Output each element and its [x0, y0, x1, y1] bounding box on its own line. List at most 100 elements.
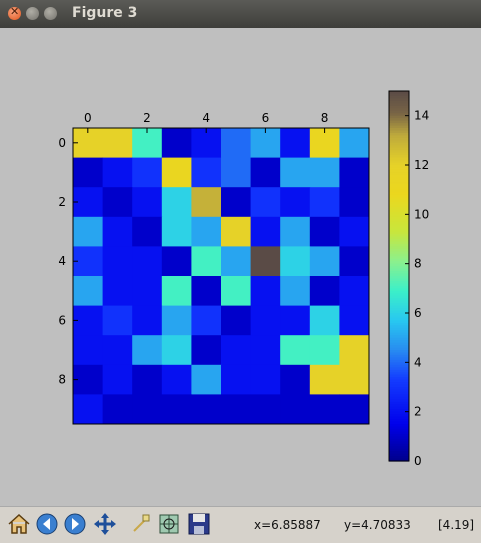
- heatmap-cell: [250, 187, 281, 218]
- heatmap-cell: [309, 364, 340, 395]
- colorbar-segment: [389, 337, 409, 341]
- colorbar-segment: [389, 416, 409, 420]
- x-tick-label: 6: [262, 111, 270, 125]
- colorbar-segment: [389, 98, 409, 102]
- save-icon[interactable]: [186, 511, 212, 537]
- colorbar-segment: [389, 256, 409, 260]
- heatmap-cell: [102, 394, 133, 425]
- y-tick-label: 2: [58, 195, 66, 209]
- heatmap-cell: [161, 276, 192, 307]
- colorbar-segment: [389, 167, 409, 171]
- colorbar-segment: [389, 387, 409, 391]
- colorbar-segment: [389, 105, 409, 109]
- colorbar-segment: [389, 140, 409, 144]
- heatmap-cell: [132, 335, 163, 366]
- heatmap-cell: [132, 128, 163, 159]
- colorbar-segment: [389, 115, 409, 119]
- pan-icon[interactable]: [92, 511, 118, 537]
- heatmap-cell: [221, 187, 252, 218]
- colorbar-segment: [389, 448, 409, 452]
- maximize-icon[interactable]: [44, 7, 57, 20]
- zoom-icon[interactable]: [128, 511, 154, 537]
- colorbar-segment: [389, 399, 409, 403]
- x-tick-label: 8: [321, 111, 329, 125]
- forward-icon[interactable]: [62, 511, 88, 537]
- colorbar-segment: [389, 280, 409, 284]
- colorbar-segment: [389, 103, 409, 107]
- heatmap-cell: [280, 305, 311, 336]
- colorbar-segment: [389, 404, 409, 408]
- colorbar-segment: [389, 406, 409, 410]
- colorbar-segment: [389, 441, 409, 445]
- colorbar-segment: [389, 374, 409, 378]
- heatmap-cell: [339, 187, 370, 218]
- heatmap-cell: [250, 216, 281, 247]
- heatmap-cell: [309, 216, 340, 247]
- colorbar-frame: [388, 90, 410, 462]
- heatmap-cell: [132, 246, 163, 277]
- heatmap-cell: [339, 364, 370, 395]
- heatmap-cell: [191, 157, 222, 188]
- heatmap-cell: [132, 394, 163, 425]
- heatmap-cell: [191, 276, 222, 307]
- heatmap-cell: [73, 128, 104, 159]
- heatmap-cell: [191, 246, 222, 277]
- pixel-value-readout: [4.19]: [438, 518, 475, 532]
- heatmap-cell: [102, 305, 133, 336]
- heatmap-cell: [102, 364, 133, 395]
- colorbar-segment: [389, 128, 409, 132]
- colorbar-segment: [389, 120, 409, 124]
- heatmap-cell: [161, 335, 192, 366]
- heatmap-cell: [250, 246, 281, 277]
- colorbar-segment: [389, 290, 409, 294]
- colorbar-segment: [389, 169, 409, 173]
- colorbar-segment: [389, 298, 409, 302]
- colorbar-segment: [389, 177, 409, 181]
- colorbar-segment: [389, 308, 409, 312]
- heatmap-cell: [339, 246, 370, 277]
- colorbar-segment: [389, 150, 409, 154]
- x-tick-label: 2: [143, 111, 151, 125]
- colorbar-segment: [389, 303, 409, 307]
- colorbar-segment: [389, 123, 409, 127]
- colorbar-segment: [389, 273, 409, 277]
- minimize-icon[interactable]: [26, 7, 39, 20]
- colorbar-segment: [389, 152, 409, 156]
- colorbar-segment: [389, 110, 409, 114]
- home-icon[interactable]: [6, 511, 32, 537]
- heatmap-cell: [309, 276, 340, 307]
- close-icon[interactable]: [8, 5, 21, 20]
- colorbar-segment: [389, 421, 409, 425]
- colorbar-segment: [389, 162, 409, 166]
- colorbar-segment: [389, 100, 409, 104]
- heatmap-cell: [132, 157, 163, 188]
- back-icon[interactable]: [34, 511, 60, 537]
- heatmap-cell: [161, 187, 192, 218]
- colorbar-segment: [389, 248, 409, 252]
- heatmap-cell: [73, 305, 104, 336]
- subplots-icon[interactable]: [156, 511, 182, 537]
- colorbar-segment: [389, 438, 409, 442]
- colorbar-segment: [389, 202, 409, 206]
- heatmap-plot[interactable]: 0 2 4 6 8 0 2 4 6 8 0 2 4 6 8 10 12 14: [2, 28, 479, 504]
- colorbar-segment: [389, 315, 409, 319]
- x-tick-label: 0: [84, 111, 92, 125]
- heatmap-cell: [161, 246, 192, 277]
- colorbar-segment: [389, 231, 409, 235]
- heatmap-cell: [309, 394, 340, 425]
- heatmap-cell: [102, 216, 133, 247]
- heatmap-cell: [132, 216, 163, 247]
- colorbar-segment: [389, 197, 409, 201]
- colorbar-segment: [389, 174, 409, 178]
- heatmap-cell: [73, 187, 104, 218]
- title-bar[interactable]: Figure 3: [0, 0, 481, 28]
- colorbar-segment: [389, 414, 409, 418]
- figure-canvas[interactable]: 0 2 4 6 8 0 2 4 6 8 0 2 4 6 8 10 12 14: [2, 28, 479, 504]
- colorbar-segment: [389, 451, 409, 455]
- heatmap-cell: [221, 128, 252, 159]
- heatmap-cell: [280, 276, 311, 307]
- colorbar-segment: [389, 271, 409, 275]
- colorbar-segment: [389, 340, 409, 344]
- colorbar-segment: [389, 330, 409, 334]
- colorbar-segment: [389, 118, 409, 122]
